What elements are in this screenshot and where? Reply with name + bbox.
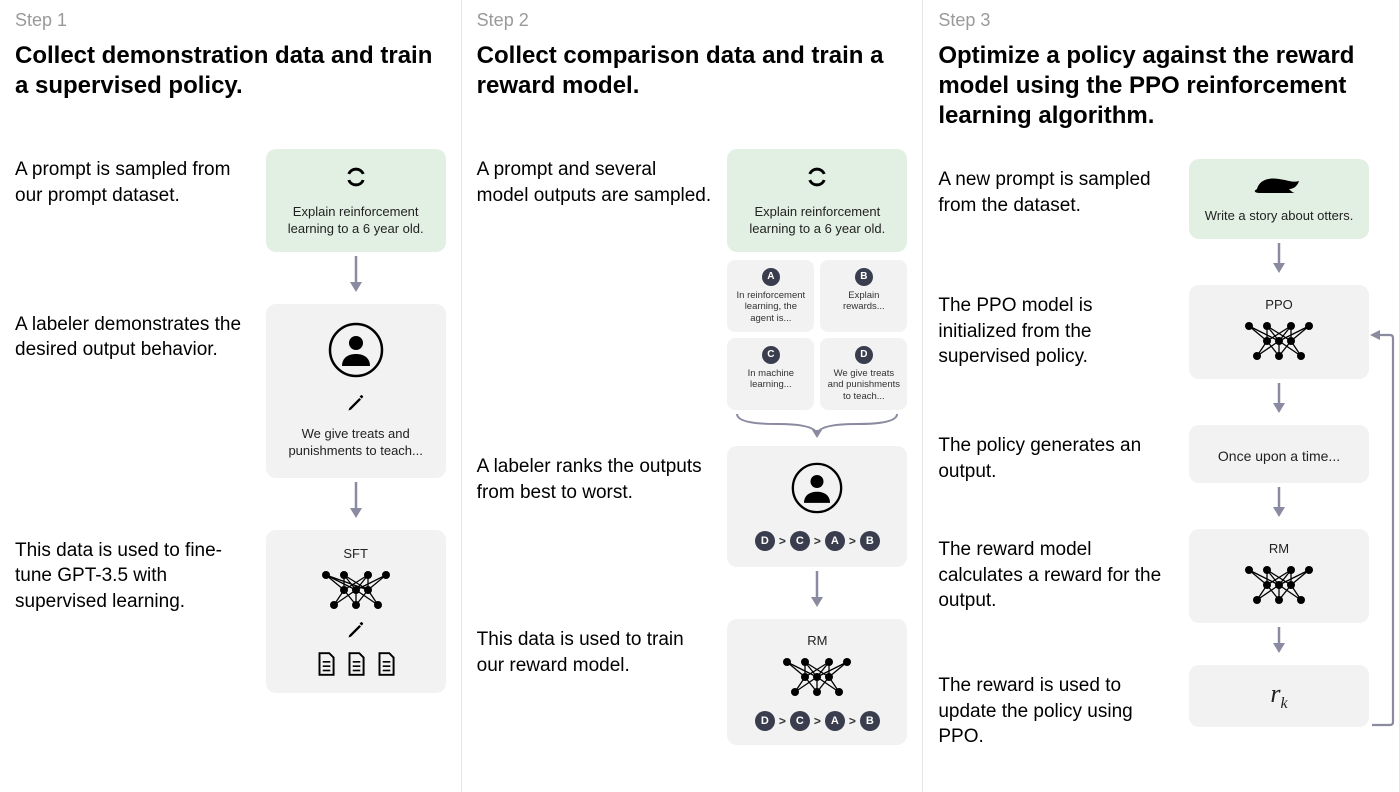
- pencil-icon: [346, 620, 366, 643]
- step2-row1: A prompt and several model outputs are s…: [477, 149, 908, 438]
- step3-output-text: Once upon a time...: [1218, 447, 1340, 465]
- step1-prompt-card: Explain reinforcement learning to a 6 ye…: [266, 149, 446, 252]
- arrow-down-icon: [1189, 487, 1369, 517]
- network-icon: [1237, 562, 1321, 611]
- person-icon: [328, 322, 384, 381]
- step3-ppo-card: PPO: [1189, 285, 1369, 379]
- reward-formula: rk: [1270, 679, 1287, 713]
- rank-badge: B: [860, 711, 880, 731]
- option-a-text: In reinforcement learning, the agent is.…: [733, 290, 808, 324]
- arrow-down-icon: [1189, 383, 1369, 413]
- rank-badge: B: [860, 531, 880, 551]
- rank-badge: C: [790, 531, 810, 551]
- step2-row2: A labeler ranks the outputs from best to…: [477, 446, 908, 611]
- arrow-down-icon: [266, 256, 446, 292]
- rm-label: RM: [807, 633, 827, 648]
- rank-badge: A: [825, 711, 845, 731]
- option-d-text: We give treats and punishments to teach.…: [826, 368, 901, 402]
- rank-badge: C: [790, 711, 810, 731]
- step3-label: Step 3: [938, 10, 1369, 31]
- option-c-text: In machine learning...: [733, 368, 808, 391]
- step2-title: Collect comparison data and train a rewa…: [477, 41, 908, 101]
- ranking-display: D> C> A> B: [755, 531, 880, 551]
- step1-row2: A labeler demonstrates the desired outpu…: [15, 304, 446, 522]
- otter-icon: [1251, 173, 1307, 198]
- step3-row3: The policy generates an output. Once upo…: [938, 425, 1369, 521]
- rm-label: RM: [1269, 541, 1289, 556]
- step2-r1-desc: A prompt and several model outputs are s…: [477, 149, 712, 208]
- step3-rm-card: RM: [1189, 529, 1369, 623]
- step3-r4-desc: The reward model calculates a reward for…: [938, 529, 1173, 614]
- step1-r3-desc: This data is used to fine-tune GPT-3.5 w…: [15, 530, 250, 615]
- step2-label: Step 2: [477, 10, 908, 31]
- documents-icon: [313, 651, 399, 677]
- rank-badge: A: [825, 531, 845, 551]
- pencil-icon: [346, 393, 366, 416]
- step1-r2-desc: A labeler demonstrates the desired outpu…: [15, 304, 250, 363]
- network-icon: [775, 654, 859, 703]
- step2-labeler-card: D> C> A> B: [727, 446, 907, 567]
- step1-title: Collect demonstration data and train a s…: [15, 41, 446, 101]
- step1-column: Step 1 Collect demonstration data and tr…: [0, 0, 462, 792]
- arrow-down-icon: [1189, 627, 1369, 653]
- step3-prompt-card: Write a story about otters.: [1189, 159, 1369, 239]
- step3-output-card: Once upon a time...: [1189, 425, 1369, 483]
- arrow-down-icon: [727, 571, 907, 607]
- option-c: CIn machine learning...: [727, 338, 814, 410]
- step3-row2: The PPO model is initialized from the su…: [938, 285, 1369, 417]
- ppo-label: PPO: [1265, 297, 1292, 312]
- step3-prompt-text: Write a story about otters.: [1205, 208, 1354, 225]
- step1-label: Step 1: [15, 10, 446, 31]
- step2-rm-card: RM D> C> A> B: [727, 619, 907, 745]
- step2-r2-desc: A labeler ranks the outputs from best to…: [477, 446, 712, 505]
- option-a: AIn reinforcement learning, the agent is…: [727, 260, 814, 332]
- rank-badge: D: [755, 531, 775, 551]
- ranking-display: D> C> A> B: [755, 711, 880, 731]
- option-b-text: Explain rewards...: [826, 290, 901, 313]
- curly-brace-icon: [727, 410, 907, 438]
- network-icon: [314, 567, 398, 616]
- formula-r: r: [1270, 679, 1280, 708]
- step2-row3: This data is used to train our reward mo…: [477, 619, 908, 745]
- step1-r1-desc: A prompt is sampled from our prompt data…: [15, 149, 250, 208]
- step2-prompt-card: Explain reinforcement learning to a 6 ye…: [727, 149, 907, 252]
- option-d: DWe give treats and punishments to teach…: [820, 338, 907, 410]
- sft-label: SFT: [343, 546, 368, 561]
- cycle-icon: [803, 163, 831, 194]
- step3-reward-card: rk: [1189, 665, 1369, 727]
- step3-r2-desc: The PPO model is initialized from the su…: [938, 285, 1173, 370]
- step3-row5: The reward is used to update the policy …: [938, 665, 1369, 750]
- rank-badge: D: [755, 711, 775, 731]
- formula-k: k: [1281, 695, 1288, 712]
- step2-options-grid: AIn reinforcement learning, the agent is…: [727, 260, 907, 410]
- step3-r5-desc: The reward is used to update the policy …: [938, 665, 1173, 750]
- network-icon: [1237, 318, 1321, 367]
- option-b: BExplain rewards...: [820, 260, 907, 332]
- arrow-down-icon: [266, 482, 446, 518]
- step2-column: Step 2 Collect comparison data and train…: [462, 0, 924, 792]
- step1-sft-card: SFT: [266, 530, 446, 693]
- step1-row1: A prompt is sampled from our prompt data…: [15, 149, 446, 296]
- step2-r3-desc: This data is used to train our reward mo…: [477, 619, 712, 678]
- step3-row1: A new prompt is sampled from the dataset…: [938, 159, 1369, 277]
- step3-title: Optimize a policy against the reward mod…: [938, 41, 1369, 131]
- step1-labeler-text: We give treats and punishments to teach.…: [276, 426, 436, 460]
- step1-labeler-card: We give treats and punishments to teach.…: [266, 304, 446, 478]
- cycle-icon: [342, 163, 370, 194]
- step3-r3-desc: The policy generates an output.: [938, 425, 1173, 484]
- feedback-loop-arrow-icon: [1370, 330, 1395, 730]
- step3-r1-desc: A new prompt is sampled from the dataset…: [938, 159, 1173, 218]
- person-icon: [791, 462, 843, 517]
- arrow-down-icon: [1189, 243, 1369, 273]
- step2-prompt-text: Explain reinforcement learning to a 6 ye…: [737, 204, 897, 238]
- step3-row4: The reward model calculates a reward for…: [938, 529, 1369, 657]
- step3-column: Step 3 Optimize a policy against the rew…: [923, 0, 1400, 792]
- step1-row3: This data is used to fine-tune GPT-3.5 w…: [15, 530, 446, 693]
- step1-prompt-text: Explain reinforcement learning to a 6 ye…: [276, 204, 436, 238]
